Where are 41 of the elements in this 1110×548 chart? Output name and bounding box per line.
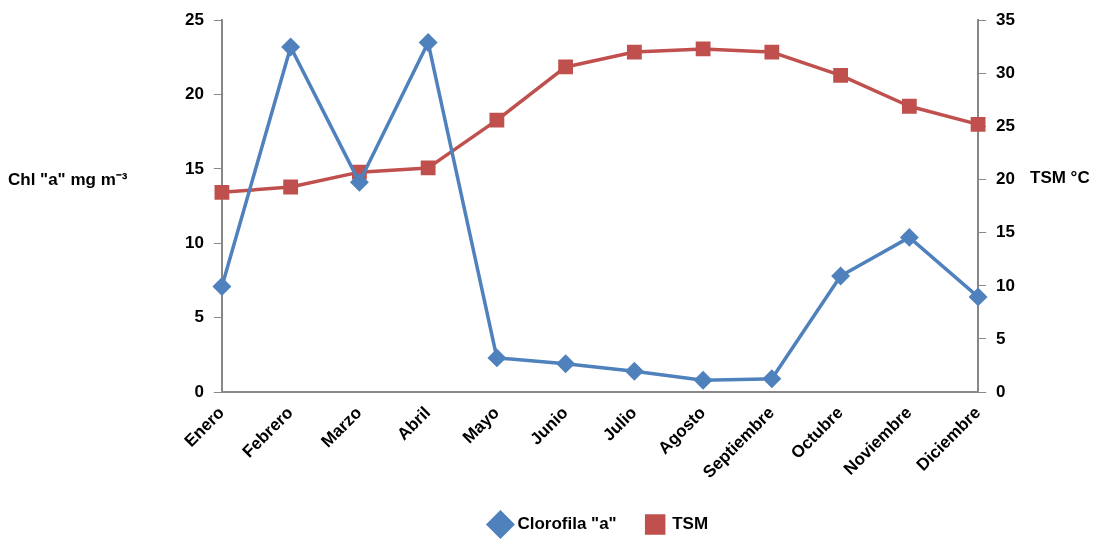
point	[283, 179, 299, 195]
y2-tick-label: 10	[996, 275, 1016, 295]
y-tick-label: 5	[194, 307, 204, 327]
legend-label: TSM	[672, 514, 709, 534]
y2-tick-label: 15	[996, 222, 1016, 242]
point	[350, 173, 369, 192]
point	[695, 41, 711, 57]
legend-label: Clorofila "a"	[517, 514, 617, 534]
point	[970, 116, 986, 132]
point	[831, 267, 850, 285]
y-tick-label: 25	[184, 9, 204, 29]
point	[488, 349, 506, 367]
point	[900, 228, 919, 247]
point	[281, 38, 300, 56]
point	[419, 33, 437, 52]
point	[625, 362, 644, 381]
point	[764, 44, 780, 60]
y2-axis-title: TSM °C	[1030, 168, 1090, 188]
y2-tick-label: 30	[996, 63, 1016, 83]
y-tick-label: 20	[184, 84, 204, 104]
y-axis-title: Chl "a" mg m⁻³	[8, 168, 128, 190]
y2-tick-label: 35	[996, 9, 1016, 29]
point	[626, 44, 642, 60]
y2-tick-label: 25	[996, 116, 1016, 136]
point	[558, 59, 574, 75]
point	[763, 369, 781, 388]
point	[901, 98, 917, 114]
point	[969, 288, 987, 306]
point	[694, 371, 712, 389]
y-tick-label: 15	[184, 158, 204, 178]
y-tick-label: 10	[184, 233, 204, 253]
point	[833, 68, 849, 83]
y-tick-label: 0	[194, 381, 204, 401]
point	[214, 184, 230, 200]
y2-tick-label: 5	[996, 328, 1006, 348]
point	[420, 160, 436, 176]
point	[489, 112, 505, 128]
y2-tick-label: 0	[996, 381, 1006, 401]
point	[556, 355, 575, 373]
point	[213, 277, 231, 296]
y2-tick-label: 20	[996, 169, 1016, 189]
